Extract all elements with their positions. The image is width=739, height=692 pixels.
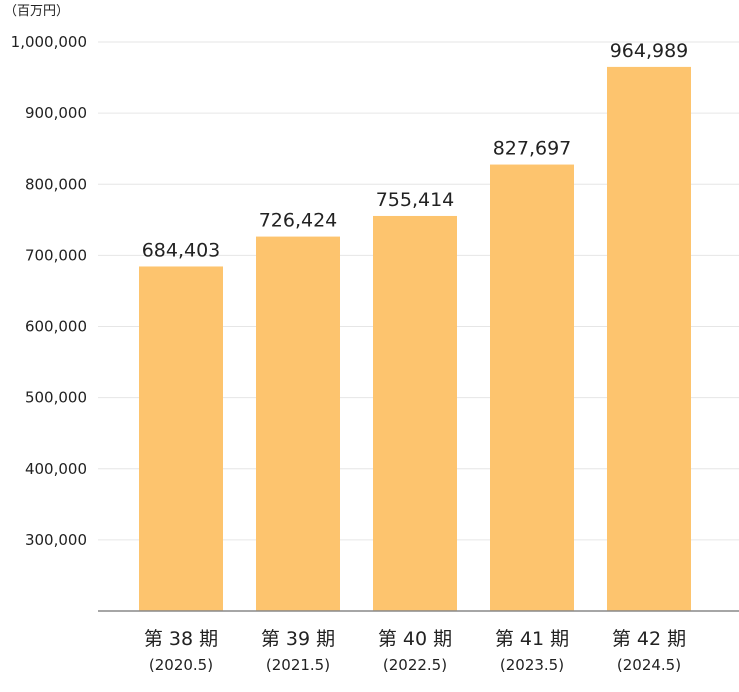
- bar-value-label: 726,424: [259, 210, 338, 232]
- bar: [373, 215, 457, 611]
- x-category-label: 第 40 期: [378, 628, 452, 650]
- x-category-label: 第 38 期: [144, 628, 218, 650]
- y-axis-ticks: 300,000 400,000 500,000 600,000 700,000 800,0…: [11, 33, 87, 549]
- y-tick-label: 600,000: [25, 318, 87, 336]
- bar: [490, 164, 574, 611]
- y-tick-label: 800,000: [25, 175, 87, 193]
- bar-value-label: 827,697: [493, 138, 572, 160]
- bar: [607, 66, 691, 612]
- x-category-sublabel: (2020.5): [149, 656, 213, 674]
- x-category-label: 第 41 期: [495, 628, 569, 650]
- value-labels: 684,403 726,424 755,414 827,697 964,989: [142, 40, 689, 262]
- x-category-sublabel: (2022.5): [383, 656, 447, 674]
- x-category-sublabel: (2021.5): [266, 656, 330, 674]
- y-tick-label: 500,000: [25, 389, 87, 407]
- y-tick-label: 300,000: [25, 531, 87, 549]
- y-tick-label: 900,000: [25, 104, 87, 122]
- bars: [139, 66, 691, 612]
- bar: [139, 266, 223, 611]
- bar-value-label: 964,989: [610, 40, 689, 62]
- x-axis-labels: 第 38 期 (2020.5) 第 39 期 (2021.5) 第 40 期 (2022.…: [144, 628, 686, 674]
- y-tick-label: 700,000: [25, 246, 87, 264]
- x-category-label: 第 42 期: [612, 628, 686, 650]
- y-unit-label: （百万円）: [4, 4, 69, 19]
- x-category-label: 第 39 期: [261, 628, 335, 650]
- x-category-sublabel: (2023.5): [500, 656, 564, 674]
- bar-value-label: 755,414: [376, 189, 455, 211]
- y-tick-label: 400,000: [25, 460, 87, 478]
- y-tick-label: 1,000,000: [11, 33, 87, 51]
- x-category-sublabel: (2024.5): [617, 656, 681, 674]
- bar: [256, 236, 340, 611]
- bar-value-label: 684,403: [142, 239, 221, 261]
